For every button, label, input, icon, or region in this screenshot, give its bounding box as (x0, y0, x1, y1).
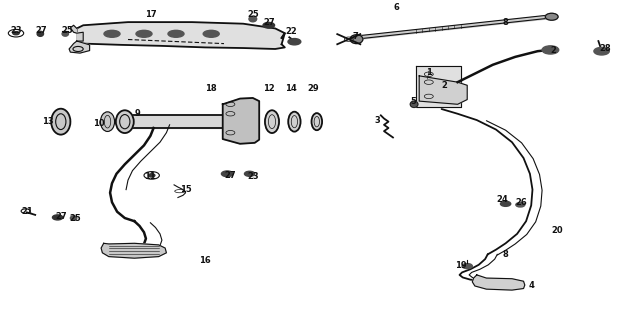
Circle shape (288, 39, 301, 45)
Text: 29: 29 (308, 84, 319, 93)
Text: 14: 14 (285, 84, 297, 93)
Polygon shape (101, 243, 166, 258)
Text: 19: 19 (455, 261, 467, 270)
Text: 23: 23 (10, 26, 22, 34)
Circle shape (462, 264, 472, 269)
Circle shape (500, 201, 511, 206)
Text: 26: 26 (516, 198, 527, 207)
Polygon shape (77, 22, 285, 49)
Text: 27: 27 (55, 212, 67, 221)
Text: 2: 2 (442, 81, 448, 90)
Text: 6: 6 (394, 3, 400, 12)
Text: 15: 15 (180, 185, 191, 194)
Text: 24: 24 (497, 195, 508, 204)
Text: 25: 25 (247, 10, 259, 19)
Text: 11: 11 (145, 173, 156, 181)
Text: 1: 1 (426, 68, 432, 77)
Text: 5: 5 (410, 97, 416, 106)
Polygon shape (416, 66, 461, 107)
Polygon shape (472, 275, 525, 290)
Circle shape (52, 215, 63, 220)
Text: 13: 13 (42, 117, 54, 126)
Circle shape (13, 32, 19, 35)
Text: 27: 27 (225, 171, 236, 180)
Text: 8: 8 (503, 18, 508, 27)
Text: 3: 3 (375, 116, 380, 125)
Ellipse shape (288, 112, 301, 132)
Text: 8: 8 (503, 250, 508, 259)
Ellipse shape (70, 216, 77, 220)
Polygon shape (70, 25, 83, 41)
Polygon shape (223, 98, 259, 144)
Text: 7: 7 (353, 32, 358, 41)
Text: 28: 28 (599, 45, 611, 53)
Circle shape (263, 22, 275, 28)
Ellipse shape (116, 110, 134, 133)
Ellipse shape (62, 32, 68, 36)
Ellipse shape (204, 30, 219, 37)
Text: 12: 12 (263, 84, 275, 93)
Ellipse shape (545, 13, 558, 20)
Ellipse shape (51, 109, 70, 135)
Ellipse shape (249, 16, 257, 22)
Ellipse shape (168, 30, 184, 37)
Ellipse shape (37, 31, 44, 36)
Ellipse shape (265, 110, 279, 133)
Text: 20: 20 (551, 226, 563, 235)
Text: 21: 21 (21, 207, 33, 216)
Text: 18: 18 (205, 84, 217, 93)
Ellipse shape (100, 112, 115, 131)
Ellipse shape (136, 30, 152, 37)
Polygon shape (125, 115, 250, 128)
Ellipse shape (350, 35, 363, 44)
Circle shape (244, 171, 255, 176)
Circle shape (221, 171, 233, 177)
Text: 10: 10 (93, 119, 105, 128)
Text: 4: 4 (528, 282, 534, 290)
Ellipse shape (312, 113, 322, 130)
Text: 2: 2 (550, 46, 557, 55)
Ellipse shape (104, 30, 120, 37)
Circle shape (148, 174, 155, 177)
Polygon shape (69, 41, 90, 53)
Text: 22: 22 (285, 27, 297, 36)
Text: 16: 16 (199, 256, 211, 265)
Circle shape (594, 47, 609, 55)
Text: 27: 27 (263, 18, 275, 27)
Text: 23: 23 (247, 173, 259, 181)
Circle shape (542, 46, 559, 54)
Text: 17: 17 (145, 10, 156, 19)
Text: 25: 25 (61, 26, 73, 34)
Text: 9: 9 (135, 109, 140, 118)
Circle shape (516, 203, 525, 207)
Ellipse shape (410, 101, 418, 107)
Polygon shape (419, 76, 467, 104)
Text: 27: 27 (36, 26, 47, 34)
Text: 25: 25 (70, 214, 81, 222)
